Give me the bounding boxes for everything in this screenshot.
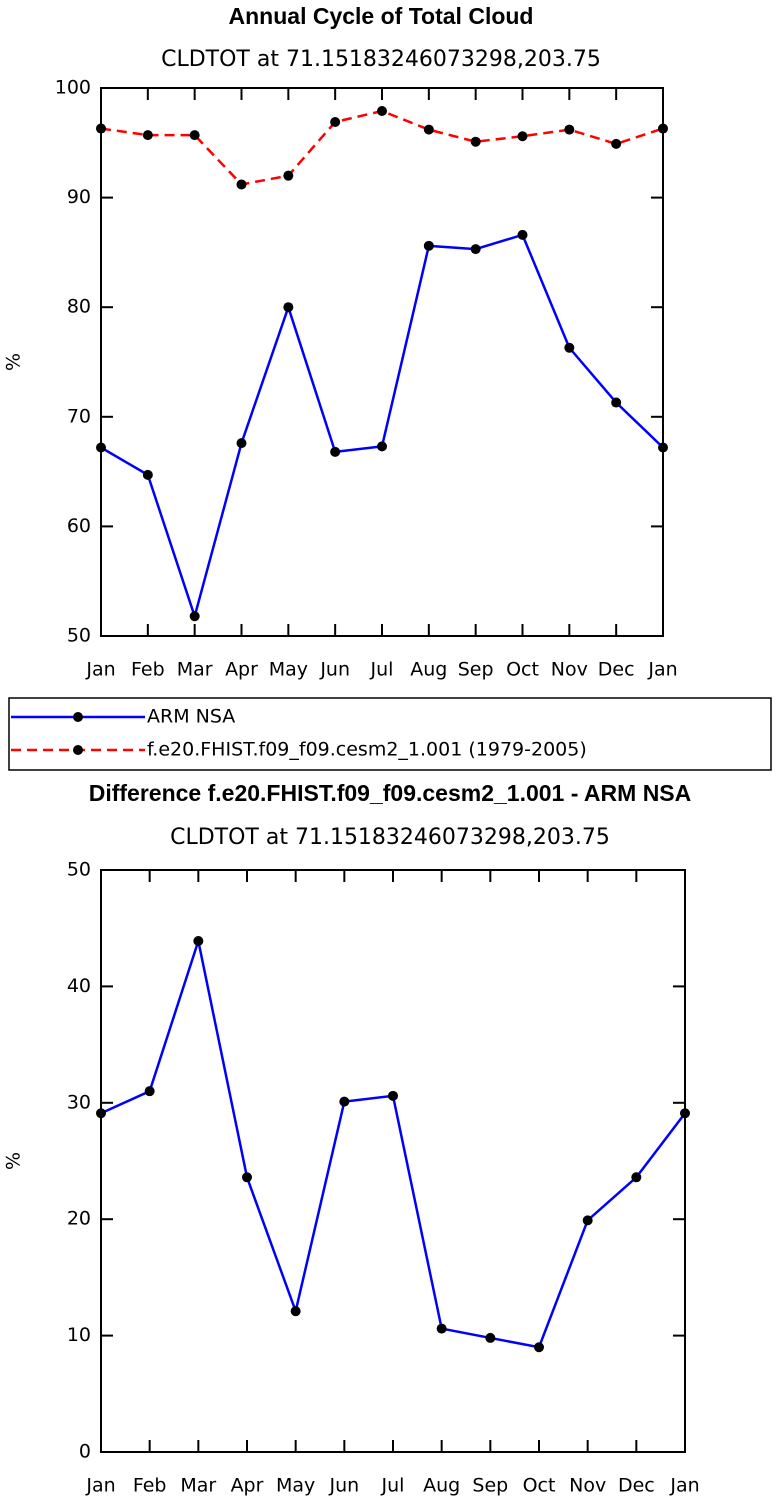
chart-subtitle: CLDTOT at 71.15183246073298,203.75 bbox=[170, 825, 610, 850]
x-tick-label: Feb bbox=[133, 1475, 167, 1497]
y-axis-label: % bbox=[3, 353, 25, 371]
data-point bbox=[290, 1306, 301, 1317]
plot-frame bbox=[100, 87, 664, 637]
y-tick-label: 20 bbox=[67, 1208, 91, 1230]
data-point bbox=[283, 170, 294, 181]
data-point bbox=[330, 116, 341, 127]
x-tick-label: Jan bbox=[85, 659, 115, 681]
data-point bbox=[283, 302, 294, 313]
data-line bbox=[100, 936, 686, 1349]
data-point bbox=[189, 130, 200, 141]
x-tick-label: Jan bbox=[647, 659, 677, 681]
x-tick-label: May bbox=[269, 659, 308, 681]
data-point bbox=[96, 123, 106, 134]
y-tick-label: 40 bbox=[67, 975, 91, 997]
data-point bbox=[189, 611, 200, 622]
data-point bbox=[142, 469, 153, 480]
data-point bbox=[631, 1172, 642, 1183]
data-point bbox=[193, 936, 204, 947]
data-point bbox=[242, 1172, 252, 1183]
legend-marker bbox=[73, 745, 83, 755]
data-line bbox=[100, 233, 664, 621]
data-point bbox=[611, 138, 622, 149]
chart-subtitle: CLDTOT at 71.15183246073298,203.75 bbox=[161, 47, 601, 72]
x-tick-label: Jan bbox=[85, 1475, 115, 1497]
data-point bbox=[534, 1342, 544, 1353]
y-tick-label: 90 bbox=[67, 186, 91, 208]
data-point bbox=[658, 442, 668, 453]
x-tick-label: Dec bbox=[598, 659, 635, 681]
data-point bbox=[96, 1108, 106, 1119]
x-tick-label: Jul bbox=[381, 1475, 405, 1497]
data-point bbox=[680, 1108, 690, 1119]
x-tick-label: Jul bbox=[370, 659, 394, 681]
y-tick-label: 70 bbox=[67, 405, 91, 427]
x-tick-label: Oct bbox=[506, 659, 539, 681]
data-point bbox=[470, 244, 481, 255]
legend-marker bbox=[73, 712, 83, 722]
chart-title: Annual Cycle of Total Cloud bbox=[229, 3, 534, 29]
y-axis-label: % bbox=[3, 1152, 25, 1170]
data-point bbox=[388, 1090, 398, 1101]
y-tick-label: 50 bbox=[67, 625, 91, 647]
chart-title: Difference f.e20.FHIST.f09_f09.cesm2_1.0… bbox=[89, 780, 692, 806]
data-point bbox=[517, 229, 528, 240]
x-tick-label: Nov bbox=[551, 659, 588, 681]
x-tick-label: Oct bbox=[523, 1475, 556, 1497]
legend-box bbox=[8, 697, 772, 771]
x-tick-label: May bbox=[276, 1475, 315, 1497]
x-tick-label: Dec bbox=[618, 1475, 655, 1497]
x-tick-label: Mar bbox=[180, 1475, 216, 1497]
data-point bbox=[142, 130, 153, 141]
legend-label: ARM NSA bbox=[147, 706, 235, 728]
data-line bbox=[100, 109, 664, 186]
data-point bbox=[485, 1332, 496, 1343]
x-tick-label: Sep bbox=[472, 1475, 508, 1497]
plot-frame bbox=[100, 869, 686, 1453]
data-point bbox=[423, 240, 434, 251]
data-point bbox=[377, 106, 387, 117]
y-tick-label: 60 bbox=[67, 515, 91, 537]
x-tick-label: Aug bbox=[410, 659, 447, 681]
y-tick-label: 0 bbox=[79, 1441, 91, 1463]
data-point bbox=[611, 397, 622, 408]
data-point bbox=[236, 179, 247, 190]
data-point bbox=[236, 438, 247, 449]
data-point bbox=[436, 1323, 447, 1334]
y-tick-label: 100 bbox=[55, 77, 91, 99]
data-point bbox=[144, 1086, 155, 1097]
x-tick-label: Nov bbox=[569, 1475, 606, 1497]
data-point bbox=[564, 124, 575, 135]
x-tick-label: Aug bbox=[423, 1475, 460, 1497]
y-tick-label: 50 bbox=[67, 859, 91, 881]
x-tick-label: Apr bbox=[231, 1475, 264, 1497]
data-point bbox=[582, 1215, 593, 1226]
x-tick-label: Jan bbox=[669, 1475, 699, 1497]
x-tick-label: Jun bbox=[319, 659, 350, 681]
data-point bbox=[377, 441, 387, 452]
y-tick-label: 30 bbox=[67, 1091, 91, 1113]
y-tick-label: 80 bbox=[67, 296, 91, 318]
data-point bbox=[470, 136, 481, 147]
data-point bbox=[517, 131, 528, 142]
data-point bbox=[658, 123, 668, 134]
data-point bbox=[330, 446, 341, 457]
data-point bbox=[423, 124, 434, 135]
x-tick-label: Feb bbox=[131, 659, 165, 681]
x-tick-label: Mar bbox=[177, 659, 213, 681]
x-tick-label: Sep bbox=[458, 659, 494, 681]
x-tick-label: Apr bbox=[225, 659, 258, 681]
data-point bbox=[339, 1096, 350, 1107]
x-tick-label: Jun bbox=[328, 1475, 359, 1497]
legend-label: f.e20.FHIST.f09_f09.cesm2_1.001 (1979-20… bbox=[147, 739, 587, 761]
data-point bbox=[564, 342, 575, 353]
data-point bbox=[96, 442, 106, 453]
y-tick-label: 10 bbox=[67, 1324, 91, 1346]
